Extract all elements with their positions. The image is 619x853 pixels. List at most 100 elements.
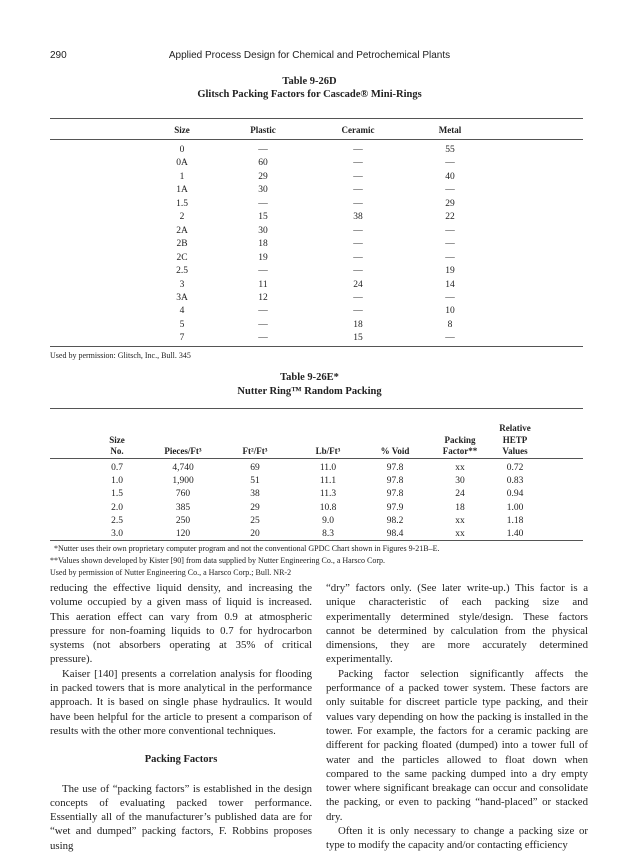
table-d-label: Table 9-26D <box>282 76 337 87</box>
table-cell: 3A <box>176 292 188 303</box>
table-d-title: Glitsch Packing Factors for Cascade® Min… <box>197 89 422 100</box>
table-cell: — <box>353 292 363 303</box>
table-cell: 3 <box>179 279 185 290</box>
table-cell: — <box>445 252 455 263</box>
table-cell: 2A <box>176 225 188 236</box>
column-header: Pieces/Ft³ <box>164 446 202 456</box>
column-header: Factor** <box>442 446 478 456</box>
table-cell: — <box>353 145 363 155</box>
section-heading: Packing Factors <box>144 754 218 766</box>
table-cell: 60 <box>258 158 268 169</box>
table-cell: — <box>353 266 363 277</box>
table-cell: 1.18 <box>506 515 524 526</box>
table-cell: — <box>353 185 363 196</box>
table-cell: 0 <box>179 145 185 155</box>
table-d-source: Used by permission: Glitsch, Inc., Bull.… <box>50 351 191 360</box>
table-cell: 760 <box>175 489 191 500</box>
table-cell: 18 <box>455 502 465 513</box>
table-cell: 2.0 <box>111 502 123 513</box>
table-cell: — <box>445 239 455 250</box>
table-cell: 1.00 <box>506 502 524 513</box>
divider <box>50 118 583 119</box>
table-cell: 1.0 <box>111 476 123 487</box>
table-cell: 30 <box>455 476 465 487</box>
column-header: No. <box>110 446 124 456</box>
table-cell: 98.4 <box>386 529 404 539</box>
table-cell: 0.94 <box>506 489 524 500</box>
column-header: Plastic <box>250 125 276 135</box>
table-cell: 97.8 <box>386 463 404 473</box>
table-cell: 24 <box>455 489 465 500</box>
table-e-note: *Nutter uses their own proprietary compu… <box>54 544 440 553</box>
table-cell: 2B <box>176 239 188 250</box>
table-e-note: **Values shown developed by Kister [90] … <box>50 556 386 565</box>
table-cell: 20 <box>250 529 260 539</box>
table-cell: 55 <box>445 145 455 155</box>
column-header: Lb/Ft³ <box>315 446 341 456</box>
table-cell: 3.0 <box>111 529 123 539</box>
table-cell: — <box>258 145 268 155</box>
table-cell: 1.40 <box>506 529 524 539</box>
table-cell: 0A <box>176 158 188 169</box>
table-cell: 11 <box>258 279 268 290</box>
column-header: Ceramic <box>341 125 375 135</box>
table-cell: — <box>258 306 268 317</box>
table-cell: 40 <box>445 171 455 182</box>
column-header: Size <box>174 125 190 135</box>
table-cell: 1.5 <box>176 198 188 209</box>
table-cell: 97.9 <box>386 502 404 513</box>
table-e-title: Nutter Ring™ Random Packing <box>237 386 382 397</box>
table-cell: xx <box>455 529 465 539</box>
table-cell: — <box>353 225 363 236</box>
table-cell: 250 <box>175 515 191 526</box>
table-cell: — <box>353 158 363 169</box>
body-right-column: “dry” factors only. (See later write-up.… <box>326 581 588 853</box>
table-cell: 1.5 <box>111 489 123 500</box>
column-header: Relative <box>499 423 531 433</box>
table-cell: 69 <box>250 463 260 473</box>
table-cell: 0.7 <box>111 463 123 473</box>
table-cell: — <box>258 198 268 209</box>
table-cell: 10.8 <box>319 502 337 513</box>
table-cell: 1A <box>176 185 188 196</box>
body-left-column: reducing the effective liquid density, a… <box>50 581 312 853</box>
column-header: Metal <box>438 125 462 135</box>
table-cell: 11.1 <box>319 476 337 487</box>
divider <box>50 458 583 459</box>
table-cell: 8 <box>447 319 453 330</box>
table-cell: — <box>353 239 363 250</box>
table-e-source: Used by permission of Nutter Engineering… <box>50 568 292 577</box>
table-cell: 4,740 <box>172 463 194 473</box>
table-cell: 29 <box>258 171 268 182</box>
table-cell: — <box>258 333 268 344</box>
table-cell: — <box>353 306 363 317</box>
table-cell: 98.2 <box>386 515 404 526</box>
paragraph: Often it is only necessary to change a p… <box>326 825 588 852</box>
table-cell: — <box>445 292 455 303</box>
table-cell: 0.83 <box>506 476 524 487</box>
column-header: Values <box>502 446 528 456</box>
table-cell: 10 <box>445 306 455 317</box>
table-cell: 18 <box>258 239 268 250</box>
table-cell: — <box>353 252 363 263</box>
table-cell: 18 <box>353 319 363 330</box>
table-e-label: Table 9-26E* <box>280 372 339 383</box>
table-cell: 385 <box>175 502 191 513</box>
table-cell: 2C <box>176 252 188 263</box>
table-cell: 97.8 <box>386 489 404 500</box>
paragraph: The use of “packing factors” is establis… <box>50 782 312 852</box>
table-cell: 30 <box>258 225 268 236</box>
table-cell: 9.0 <box>322 515 334 526</box>
table-cell: 12 <box>258 292 268 303</box>
table-cell: 51 <box>250 476 260 487</box>
table-cell: 38 <box>250 489 260 500</box>
divider <box>50 540 583 541</box>
table-cell: 38 <box>353 212 363 223</box>
table-cell: 24 <box>353 279 363 290</box>
table-cell: — <box>353 171 363 182</box>
table-cell: 22 <box>445 212 455 223</box>
table-cell: — <box>445 333 455 344</box>
running-title: Applied Process Design for Chemical and … <box>168 50 451 61</box>
table-cell: 15 <box>258 212 268 223</box>
table-cell: 11.0 <box>319 463 337 473</box>
